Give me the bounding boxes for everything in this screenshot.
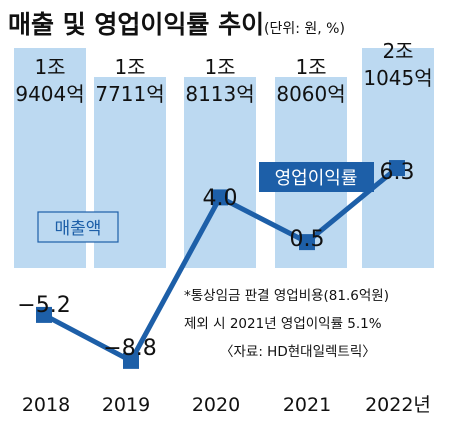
annotation-line-2: 제외 시 2021년 영업이익률 5.1% bbox=[184, 316, 382, 332]
operating-margin-marker bbox=[123, 352, 139, 369]
x-axis-labels: 2018 2019 2020 2021 2022년 bbox=[22, 394, 431, 416]
operating-margin-value-label: −5.2 bbox=[17, 293, 70, 318]
x-tick-label: 2018 bbox=[22, 394, 70, 416]
source-note: 〈자료: HD현대일렉트릭〉 bbox=[220, 344, 376, 360]
revenue-bar bbox=[184, 77, 256, 268]
revenue-label-top: 1조 bbox=[204, 55, 235, 79]
operating-margin-value-label: 6.3 bbox=[380, 160, 415, 185]
revenue-label-bottom: 8060억 bbox=[276, 82, 345, 106]
operating-margin-labels: −5.2 −8.8 4.0 0.5 6.3 bbox=[17, 160, 414, 361]
legend-margin-label: 영업이익률 bbox=[275, 168, 358, 189]
revenue-label-top: 1조 bbox=[295, 55, 326, 79]
unit-note: (단위: 원, %) bbox=[264, 21, 345, 37]
revenue-bar bbox=[362, 48, 434, 268]
revenue-label-top: 2조 bbox=[382, 39, 413, 63]
chart-title: 매출 및 영업이익률 추이 bbox=[8, 10, 264, 39]
operating-margin-marker bbox=[299, 234, 315, 251]
revenue-label-top: 1조 bbox=[34, 55, 65, 79]
revenue-label-bottom: 9404억 bbox=[15, 82, 84, 106]
revenue-label-bottom: 8113억 bbox=[185, 82, 254, 106]
operating-margin-line bbox=[36, 160, 405, 369]
revenue-bars bbox=[14, 48, 434, 268]
operating-margin-marker bbox=[389, 160, 405, 177]
operating-margin-marker bbox=[212, 189, 228, 206]
revenue-label-bottom: 7711억 bbox=[95, 82, 164, 106]
operating-margin-marker bbox=[36, 306, 52, 323]
operating-margin-value-label: −8.8 bbox=[103, 336, 156, 361]
legend-margin: 영업이익률 bbox=[259, 162, 374, 192]
annotation-line-1: *통상임금 판결 영업비용(81.6억원) bbox=[184, 288, 389, 304]
legend-margin-box bbox=[259, 162, 374, 192]
revenue-label-bottom: 1045억 bbox=[363, 66, 432, 90]
operating-margin-value-label: 4.0 bbox=[203, 186, 238, 211]
legend-revenue: 매출액 bbox=[37, 211, 119, 243]
x-tick-label: 2020 bbox=[192, 394, 240, 416]
legend-revenue-box bbox=[37, 211, 119, 243]
revenue-label-top: 1조 bbox=[114, 55, 145, 79]
x-tick-label: 2021 bbox=[283, 394, 331, 416]
x-tick-label: 2019 bbox=[102, 394, 150, 416]
revenue-bar-labels: 1조 9404억 1조 7711억 1조 8113억 1조 8060억 2조 1045억 bbox=[15, 39, 432, 106]
legend-revenue-label: 매출액 bbox=[55, 219, 102, 239]
x-tick-label: 2022년 bbox=[365, 394, 431, 416]
operating-margin-value-label: 0.5 bbox=[290, 227, 325, 252]
